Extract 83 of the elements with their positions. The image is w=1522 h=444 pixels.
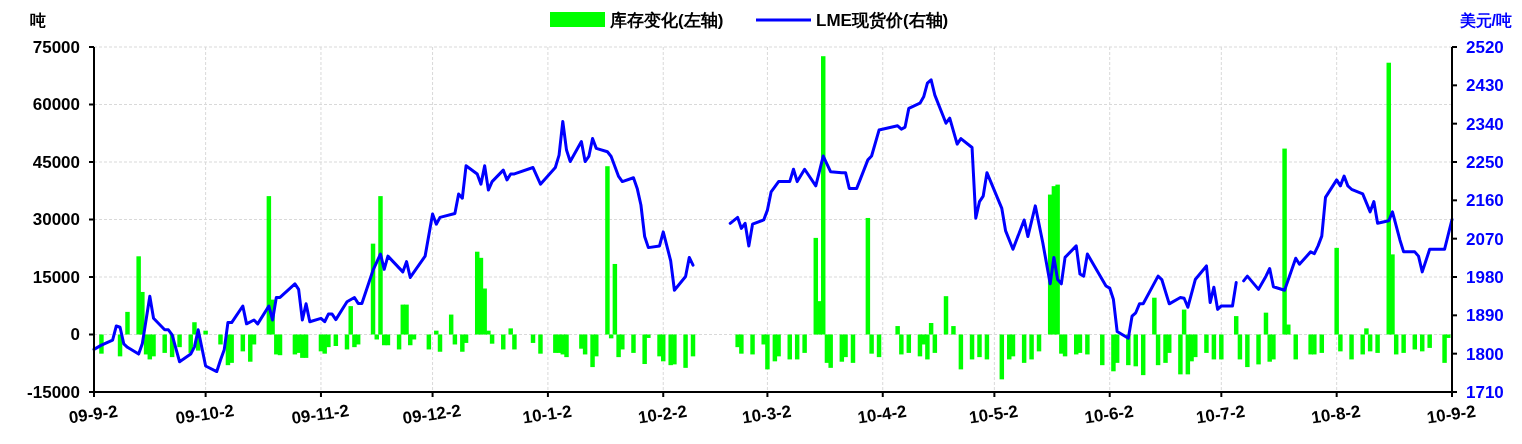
bar — [448, 314, 454, 335]
legend-label: 库存变化(左轴) — [609, 10, 724, 30]
bar — [1375, 334, 1380, 353]
bar — [828, 334, 833, 368]
bar — [1233, 316, 1239, 335]
y2-tick-label: 2520 — [1466, 37, 1504, 57]
bar — [151, 334, 156, 357]
bar — [672, 334, 677, 365]
bar — [1245, 334, 1250, 368]
bar — [136, 256, 141, 335]
y-tick-label: 15000 — [32, 267, 80, 287]
x-tick-label: 10-5-2 — [967, 401, 1020, 428]
bar — [474, 251, 480, 335]
x-tick-label: 10-1-2 — [521, 401, 573, 428]
x-tick-label: 10-8-2 — [1310, 401, 1362, 428]
bar — [1282, 148, 1287, 335]
y-tick-label: 30000 — [32, 210, 80, 230]
bar — [642, 334, 647, 365]
bar — [1163, 334, 1168, 363]
bar — [1442, 334, 1447, 363]
bar — [1271, 334, 1276, 360]
bar — [802, 334, 807, 353]
y-tick-label: 45000 — [32, 152, 80, 172]
bar — [125, 311, 130, 335]
x-tick-label: 10-9-2 — [1425, 401, 1477, 428]
y-tick-label: -15000 — [27, 382, 80, 402]
bar — [1100, 334, 1105, 366]
y2-tick-label: 2070 — [1466, 229, 1504, 249]
x-tick-label: 09-11-2 — [290, 401, 351, 428]
bar — [218, 334, 223, 345]
bar — [590, 334, 595, 368]
x-tick-label: 09-9-2 — [67, 401, 119, 428]
bar — [564, 334, 569, 358]
y2-tick-label: 2430 — [1466, 76, 1504, 96]
bar — [683, 334, 688, 368]
y2-tick-label: 1800 — [1466, 344, 1504, 364]
bar — [162, 334, 167, 353]
bar — [765, 334, 770, 370]
bar — [538, 334, 543, 354]
bar — [739, 334, 744, 354]
y-tick-label: 0 — [70, 325, 80, 345]
bar — [943, 296, 949, 335]
bar — [1111, 334, 1116, 372]
bar — [460, 334, 465, 352]
bar — [177, 334, 182, 348]
x-tick-label: 09-12-2 — [401, 401, 463, 429]
y-tick-label: 75000 — [32, 37, 80, 57]
legend-label: LME现货价(右轴) — [816, 10, 949, 30]
bar — [1193, 334, 1198, 358]
bar — [1256, 334, 1261, 365]
y2-tick-label: 1980 — [1466, 267, 1504, 287]
bar — [631, 334, 636, 353]
bar — [776, 334, 781, 357]
bar — [977, 334, 982, 358]
bar — [1349, 334, 1354, 360]
x-tick-label: 10-2-2 — [636, 401, 689, 428]
x-tick-label: 10-6-2 — [1083, 401, 1135, 428]
bar — [1401, 334, 1406, 353]
bar — [1085, 334, 1090, 355]
bar — [1204, 334, 1209, 353]
x-tick-label: 10-4-2 — [856, 401, 908, 428]
x-tick-label: 10-7-2 — [1194, 401, 1247, 428]
bar — [229, 334, 234, 363]
y2-tick-label: 2250 — [1466, 152, 1504, 172]
bar — [750, 334, 755, 355]
bar — [322, 334, 327, 354]
y2-axis-title: 美元/吨 — [1458, 11, 1512, 29]
bar — [1219, 334, 1224, 360]
bar — [1312, 334, 1317, 355]
y2-tick-label: 2340 — [1466, 114, 1504, 134]
bar — [1029, 334, 1034, 360]
bar — [843, 334, 848, 358]
bar — [951, 326, 956, 335]
bar — [605, 166, 610, 335]
bar — [203, 330, 208, 335]
bar — [1427, 334, 1432, 348]
y2-tick-label: 1890 — [1466, 306, 1504, 326]
y2-tick-label: 1710 — [1466, 382, 1504, 402]
y-tick-label: 60000 — [32, 95, 80, 115]
y2-tick-label: 2160 — [1466, 191, 1504, 211]
x-tick-label: 09-10-2 — [174, 401, 236, 429]
y-axis-title: 吨 — [30, 12, 46, 29]
x-tick-label: 10-3-2 — [741, 401, 793, 428]
